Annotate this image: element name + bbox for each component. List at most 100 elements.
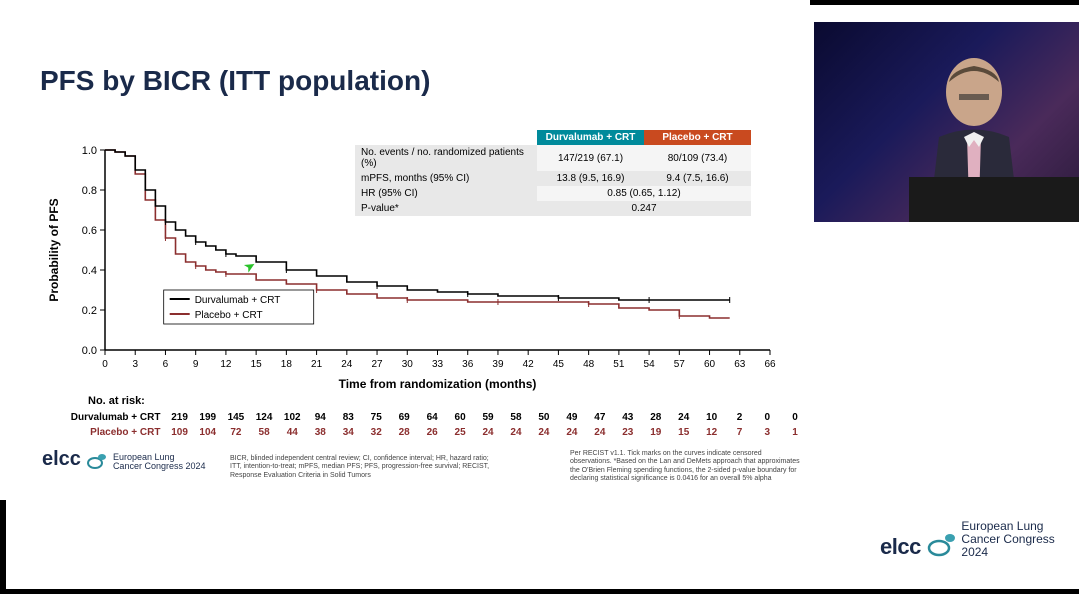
logo-slide: elcc European Lung Cancer Congress 2024: [42, 448, 206, 471]
risk-cell: 72: [223, 426, 249, 439]
risk-caption: No. at risk:: [88, 395, 810, 407]
risk-row-label: Placebo + CRT: [42, 426, 164, 439]
logo-line2: Cancer Congress 2024: [113, 462, 206, 471]
svg-text:0.8: 0.8: [82, 185, 97, 197]
risk-cell: 38: [307, 426, 333, 439]
risk-table: Durvalumab + CRT219199145124102948375696…: [40, 409, 810, 441]
svg-text:18: 18: [281, 359, 293, 370]
risk-cell: 83: [335, 411, 361, 424]
risk-cell: 44: [279, 426, 305, 439]
svg-text:30: 30: [402, 359, 414, 370]
risk-cell: 1: [782, 426, 808, 439]
risk-cell: 145: [223, 411, 249, 424]
svg-text:48: 48: [583, 359, 595, 370]
slide-panel: PFS by BICR (ITT population) Durvalumab …: [0, 0, 810, 500]
risk-cell: 94: [307, 411, 333, 424]
slide-title: PFS by BICR (ITT population): [40, 65, 430, 97]
frame-bar-bottom: [0, 589, 1079, 594]
risk-cell: 58: [503, 411, 529, 424]
svg-text:21: 21: [311, 359, 323, 370]
risk-cell: 109: [166, 426, 192, 439]
svg-text:9: 9: [193, 359, 199, 370]
svg-text:63: 63: [734, 359, 746, 370]
risk-cell: 47: [587, 411, 613, 424]
svg-text:1.0: 1.0: [82, 145, 97, 157]
svg-text:15: 15: [251, 359, 263, 370]
footnote-stats: Per RECIST v1.1. Tick marks on the curve…: [570, 450, 800, 484]
risk-cell: 19: [643, 426, 669, 439]
risk-cell: 124: [251, 411, 277, 424]
risk-cell: 28: [643, 411, 669, 424]
risk-cell: 0: [782, 411, 808, 424]
risk-cell: 10: [699, 411, 725, 424]
risk-cell: 43: [615, 411, 641, 424]
risk-cell: 24: [671, 411, 697, 424]
svg-text:45: 45: [553, 359, 565, 370]
svg-text:36: 36: [462, 359, 474, 370]
risk-cell: 69: [391, 411, 417, 424]
risk-cell: 75: [363, 411, 389, 424]
risk-cell: 60: [447, 411, 473, 424]
km-chart: 0.00.20.40.60.81.00369121518212427303336…: [40, 140, 780, 400]
risk-cell: 104: [195, 426, 221, 439]
svg-text:0.6: 0.6: [82, 225, 97, 237]
svg-text:66: 66: [764, 359, 776, 370]
risk-cell: 24: [531, 426, 557, 439]
risk-cell: 59: [475, 411, 501, 424]
svg-text:60: 60: [704, 359, 716, 370]
risk-cell: 28: [391, 426, 417, 439]
svg-text:24: 24: [341, 359, 353, 370]
svg-text:Probability of PFS: Probability of PFS: [47, 198, 61, 301]
svg-text:42: 42: [523, 359, 535, 370]
risk-cell: 7: [727, 426, 753, 439]
risk-cell: 219: [166, 411, 192, 424]
risk-cell: 2: [727, 411, 753, 424]
risk-table-wrap: No. at risk: Durvalumab + CRT21919914512…: [40, 395, 810, 441]
risk-cell: 64: [419, 411, 445, 424]
risk-cell: 26: [419, 426, 445, 439]
svg-text:Durvalumab + CRT: Durvalumab + CRT: [195, 295, 281, 306]
logo-brand: elcc: [42, 448, 81, 471]
risk-cell: 0: [754, 411, 780, 424]
logo-main: elcc European Lung Cancer Congress 2024: [880, 520, 1079, 560]
risk-cell: 25: [447, 426, 473, 439]
risk-cell: 15: [671, 426, 697, 439]
logo-swirl-icon: [927, 530, 956, 560]
svg-text:0.2: 0.2: [82, 305, 97, 317]
svg-text:57: 57: [674, 359, 686, 370]
svg-text:12: 12: [220, 359, 232, 370]
risk-cell: 58: [251, 426, 277, 439]
logo-swirl-icon: [87, 451, 107, 471]
risk-cell: 23: [615, 426, 641, 439]
risk-row-label: Durvalumab + CRT: [42, 411, 164, 424]
svg-text:3: 3: [132, 359, 138, 370]
risk-cell: 12: [699, 426, 725, 439]
risk-cell: 3: [754, 426, 780, 439]
risk-cell: 199: [195, 411, 221, 424]
risk-cell: 24: [587, 426, 613, 439]
svg-text:Time from randomization (month: Time from randomization (months): [339, 377, 537, 391]
risk-cell: 50: [531, 411, 557, 424]
lectern: [909, 177, 1079, 222]
svg-text:Placebo + CRT: Placebo + CRT: [195, 310, 263, 321]
logo-brand-main: elcc: [880, 534, 921, 560]
risk-cell: 102: [279, 411, 305, 424]
km-svg: 0.00.20.40.60.81.00369121518212427303336…: [40, 140, 780, 400]
svg-text:27: 27: [371, 359, 383, 370]
svg-text:0.0: 0.0: [82, 345, 97, 357]
risk-cell: 34: [335, 426, 361, 439]
svg-text:0.4: 0.4: [82, 265, 97, 277]
svg-text:54: 54: [644, 359, 656, 370]
svg-text:6: 6: [163, 359, 169, 370]
risk-cell: 24: [559, 426, 585, 439]
svg-text:51: 51: [613, 359, 625, 370]
svg-text:39: 39: [492, 359, 504, 370]
presenter-video: [814, 22, 1079, 222]
svg-text:0: 0: [102, 359, 108, 370]
risk-cell: 24: [503, 426, 529, 439]
risk-cell: 49: [559, 411, 585, 424]
svg-text:33: 33: [432, 359, 444, 370]
risk-cell: 32: [363, 426, 389, 439]
logo-line2-main: Cancer Congress 2024: [961, 533, 1079, 559]
risk-cell: 24: [475, 426, 501, 439]
